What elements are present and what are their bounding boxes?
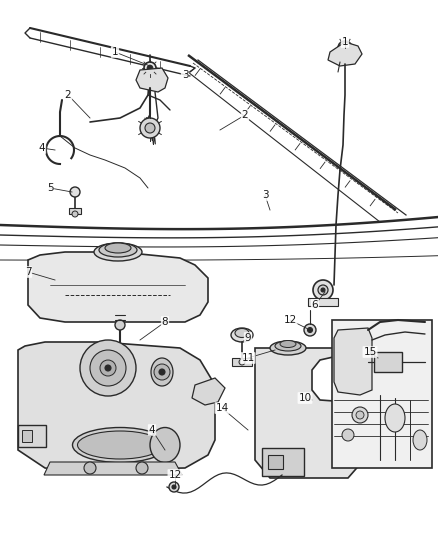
Circle shape — [318, 285, 328, 295]
FancyBboxPatch shape — [18, 425, 46, 447]
Circle shape — [159, 369, 165, 375]
Circle shape — [172, 485, 176, 489]
Ellipse shape — [235, 328, 249, 337]
Circle shape — [84, 462, 96, 474]
Circle shape — [313, 280, 333, 300]
Ellipse shape — [78, 431, 162, 459]
Circle shape — [144, 62, 156, 74]
Circle shape — [147, 65, 153, 71]
Polygon shape — [18, 342, 215, 470]
Text: 12: 12 — [168, 470, 182, 480]
Text: 3: 3 — [261, 190, 268, 200]
Circle shape — [304, 324, 316, 336]
Ellipse shape — [150, 427, 180, 463]
Polygon shape — [255, 348, 362, 478]
Circle shape — [72, 211, 78, 217]
Text: 11: 11 — [241, 353, 254, 363]
Circle shape — [154, 364, 170, 380]
Polygon shape — [28, 252, 208, 322]
Circle shape — [140, 118, 160, 138]
Text: 15: 15 — [364, 347, 377, 357]
Polygon shape — [192, 378, 225, 405]
Circle shape — [342, 429, 354, 441]
Circle shape — [115, 320, 125, 330]
Circle shape — [239, 359, 245, 365]
Circle shape — [145, 123, 155, 133]
Circle shape — [70, 187, 80, 197]
Ellipse shape — [270, 341, 306, 355]
Circle shape — [105, 365, 111, 371]
FancyBboxPatch shape — [332, 320, 432, 468]
Ellipse shape — [105, 243, 131, 253]
Circle shape — [80, 340, 136, 396]
Ellipse shape — [94, 243, 142, 261]
FancyBboxPatch shape — [232, 358, 252, 366]
Circle shape — [90, 350, 126, 386]
Circle shape — [307, 327, 312, 333]
Circle shape — [342, 44, 349, 52]
FancyBboxPatch shape — [22, 430, 32, 442]
Text: 2: 2 — [242, 110, 248, 120]
FancyBboxPatch shape — [374, 352, 402, 372]
Polygon shape — [334, 328, 372, 395]
Text: 6: 6 — [312, 300, 318, 310]
Text: 2: 2 — [65, 90, 71, 100]
FancyBboxPatch shape — [262, 448, 304, 476]
Ellipse shape — [413, 430, 427, 450]
Ellipse shape — [231, 328, 253, 342]
Text: 5: 5 — [47, 183, 53, 193]
Circle shape — [321, 288, 325, 292]
Polygon shape — [136, 68, 168, 92]
Ellipse shape — [151, 358, 173, 386]
Circle shape — [356, 411, 364, 419]
Text: 12: 12 — [283, 315, 297, 325]
Text: 3: 3 — [182, 70, 188, 80]
Text: 10: 10 — [298, 393, 311, 403]
Text: 1: 1 — [112, 47, 118, 57]
Ellipse shape — [275, 341, 301, 351]
Circle shape — [338, 41, 352, 55]
Ellipse shape — [280, 341, 296, 348]
Text: 8: 8 — [162, 317, 168, 327]
Polygon shape — [44, 462, 182, 475]
Ellipse shape — [385, 404, 405, 432]
Ellipse shape — [73, 427, 167, 463]
Circle shape — [343, 46, 346, 50]
Circle shape — [100, 360, 116, 376]
FancyBboxPatch shape — [268, 455, 283, 469]
Circle shape — [352, 407, 368, 423]
Text: 4: 4 — [39, 143, 45, 153]
Text: 14: 14 — [215, 403, 229, 413]
FancyBboxPatch shape — [69, 208, 81, 214]
Polygon shape — [328, 42, 362, 66]
Text: 7: 7 — [25, 267, 31, 277]
Text: 9: 9 — [245, 333, 251, 343]
Circle shape — [136, 462, 148, 474]
Text: 1: 1 — [342, 37, 348, 47]
Text: 4: 4 — [148, 425, 155, 435]
Ellipse shape — [99, 243, 137, 257]
Circle shape — [169, 482, 179, 492]
FancyBboxPatch shape — [308, 298, 338, 306]
